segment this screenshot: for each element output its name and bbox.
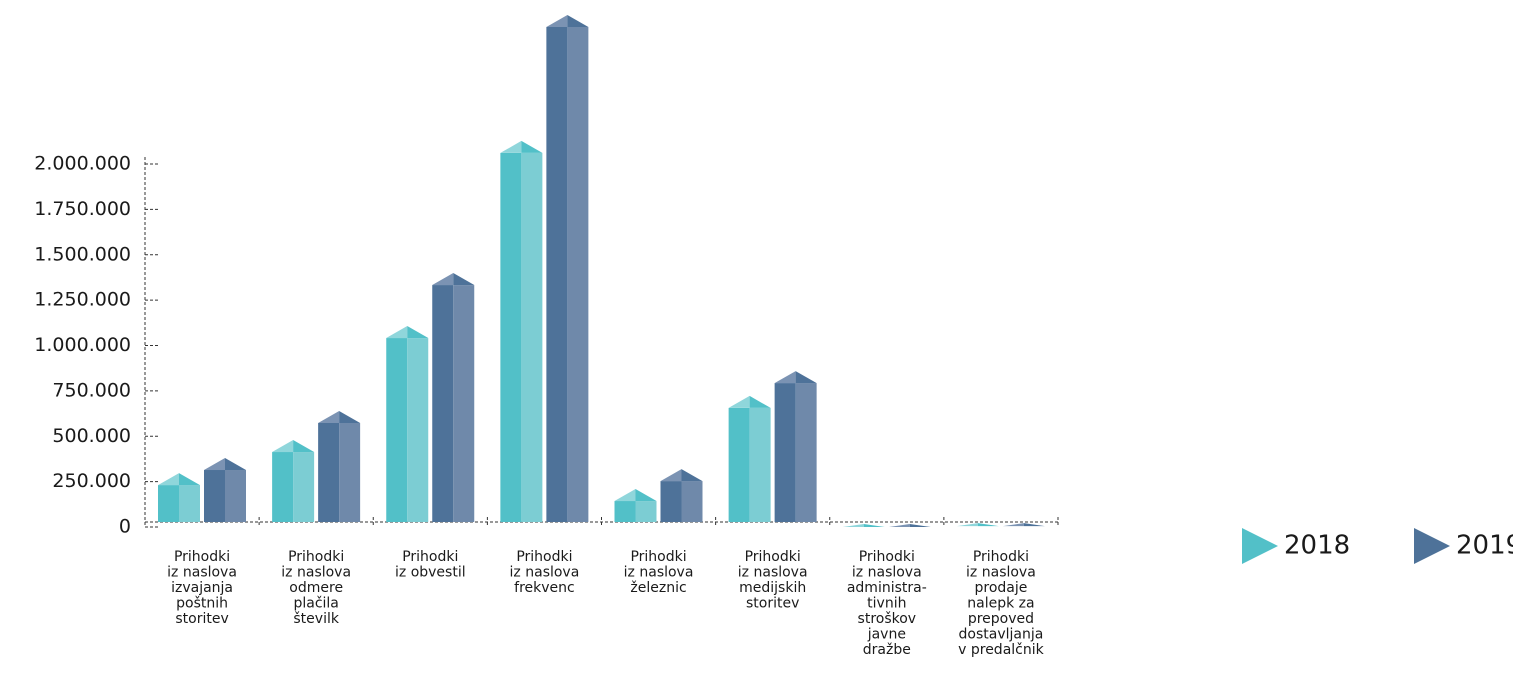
x-tick-label: Prihodki iz naslova frekvenc <box>510 549 580 596</box>
legend-marker <box>1242 528 1278 564</box>
bar-top <box>956 523 978 527</box>
bar-face <box>179 485 200 522</box>
bar <box>774 371 817 522</box>
bar-face <box>318 423 340 522</box>
x-tick-label: Prihodki iz naslova odmere plačila številk <box>281 549 351 627</box>
bar-face <box>749 407 771 522</box>
bar-face <box>774 383 796 522</box>
bar-face <box>614 501 636 522</box>
bar <box>158 473 200 522</box>
bar <box>842 524 885 527</box>
bar-face <box>272 452 294 522</box>
bar-top <box>158 473 179 486</box>
bar <box>1002 523 1045 527</box>
bar-top <box>225 458 246 471</box>
bar-top <box>842 524 864 527</box>
bar-face <box>681 481 703 522</box>
y-tick-label: 0 <box>119 516 131 538</box>
bar-top <box>635 489 657 502</box>
bar-face <box>204 470 225 522</box>
bar <box>272 440 315 522</box>
bar-top <box>407 326 429 339</box>
bar <box>956 523 999 527</box>
x-tick-label: Prihodki iz naslova železnic <box>624 549 694 596</box>
x-tick-label: Prihodki iz obvestil <box>395 549 466 581</box>
x-tick-label: Prihodki iz naslova prodaje nalepk za prepov… <box>958 549 1044 658</box>
y-tick-label: 1.750.000 <box>34 198 131 220</box>
legend-label: 2018 <box>1284 531 1350 561</box>
bar-face <box>158 485 179 522</box>
bar-face <box>432 285 454 522</box>
bar <box>204 458 246 522</box>
bar <box>432 273 475 522</box>
bar-face <box>225 470 246 522</box>
x-tick-label: Prihodki iz naslova izvajanja poštnih storit… <box>167 549 237 627</box>
y-tick-label: 1.000.000 <box>34 334 131 356</box>
bar <box>500 140 543 522</box>
bar-top <box>453 273 475 286</box>
legend-marker <box>1414 528 1450 564</box>
bar-top <box>681 469 703 482</box>
x-tick-label: Prihodki iz naslova medijskih storitev <box>738 549 808 612</box>
bar-top <box>977 523 999 527</box>
bar <box>614 489 657 522</box>
bar-top <box>1023 523 1045 527</box>
bar <box>318 411 361 522</box>
y-tick-label: 1.250.000 <box>34 289 131 311</box>
bar-top <box>546 14 568 27</box>
bar-face <box>500 152 522 522</box>
y-tick-label: 1.500.000 <box>34 243 131 265</box>
bar-top <box>774 371 796 384</box>
bar-top <box>1002 523 1024 527</box>
bar-face <box>795 383 817 522</box>
bar-top <box>728 395 750 408</box>
legend-label: 2019 <box>1456 531 1513 561</box>
bar-top <box>500 140 522 153</box>
bar-top <box>614 489 636 502</box>
bar-top <box>432 273 454 286</box>
bar-top <box>521 140 543 153</box>
bar-top <box>660 469 682 482</box>
bar-top <box>888 524 910 527</box>
bar-top <box>339 411 361 424</box>
bar-top <box>293 440 315 453</box>
bar-top <box>272 440 294 453</box>
bar <box>888 524 931 527</box>
bar-face <box>660 481 682 522</box>
bar-top <box>863 524 885 527</box>
bar-top <box>318 411 340 424</box>
bar-face <box>635 501 657 522</box>
bar-face <box>293 452 315 522</box>
bar-face <box>453 285 475 522</box>
bar-face <box>407 338 429 522</box>
bar-face <box>546 26 568 523</box>
bar <box>660 469 703 522</box>
bar-face <box>567 26 589 523</box>
bar-top <box>386 326 408 339</box>
bar-face <box>386 338 408 522</box>
bar <box>386 326 429 522</box>
bar-top <box>179 473 200 486</box>
y-tick-label: 750.000 <box>52 379 131 401</box>
y-tick-label: 500.000 <box>52 425 131 447</box>
y-tick-label: 250.000 <box>52 470 131 492</box>
bar-top <box>749 395 771 408</box>
x-tick-label: Prihodki iz naslova administra-tivnih stroš… <box>847 549 927 658</box>
bar <box>546 14 589 523</box>
bar <box>728 395 771 522</box>
bar-top <box>567 14 589 27</box>
bar-top <box>204 458 225 471</box>
bar-face <box>339 423 361 522</box>
bar-face <box>728 407 750 522</box>
bar-top <box>795 371 817 384</box>
bar-face <box>521 152 543 522</box>
bar-top <box>909 524 931 527</box>
y-tick-label: 2.000.000 <box>34 153 131 175</box>
